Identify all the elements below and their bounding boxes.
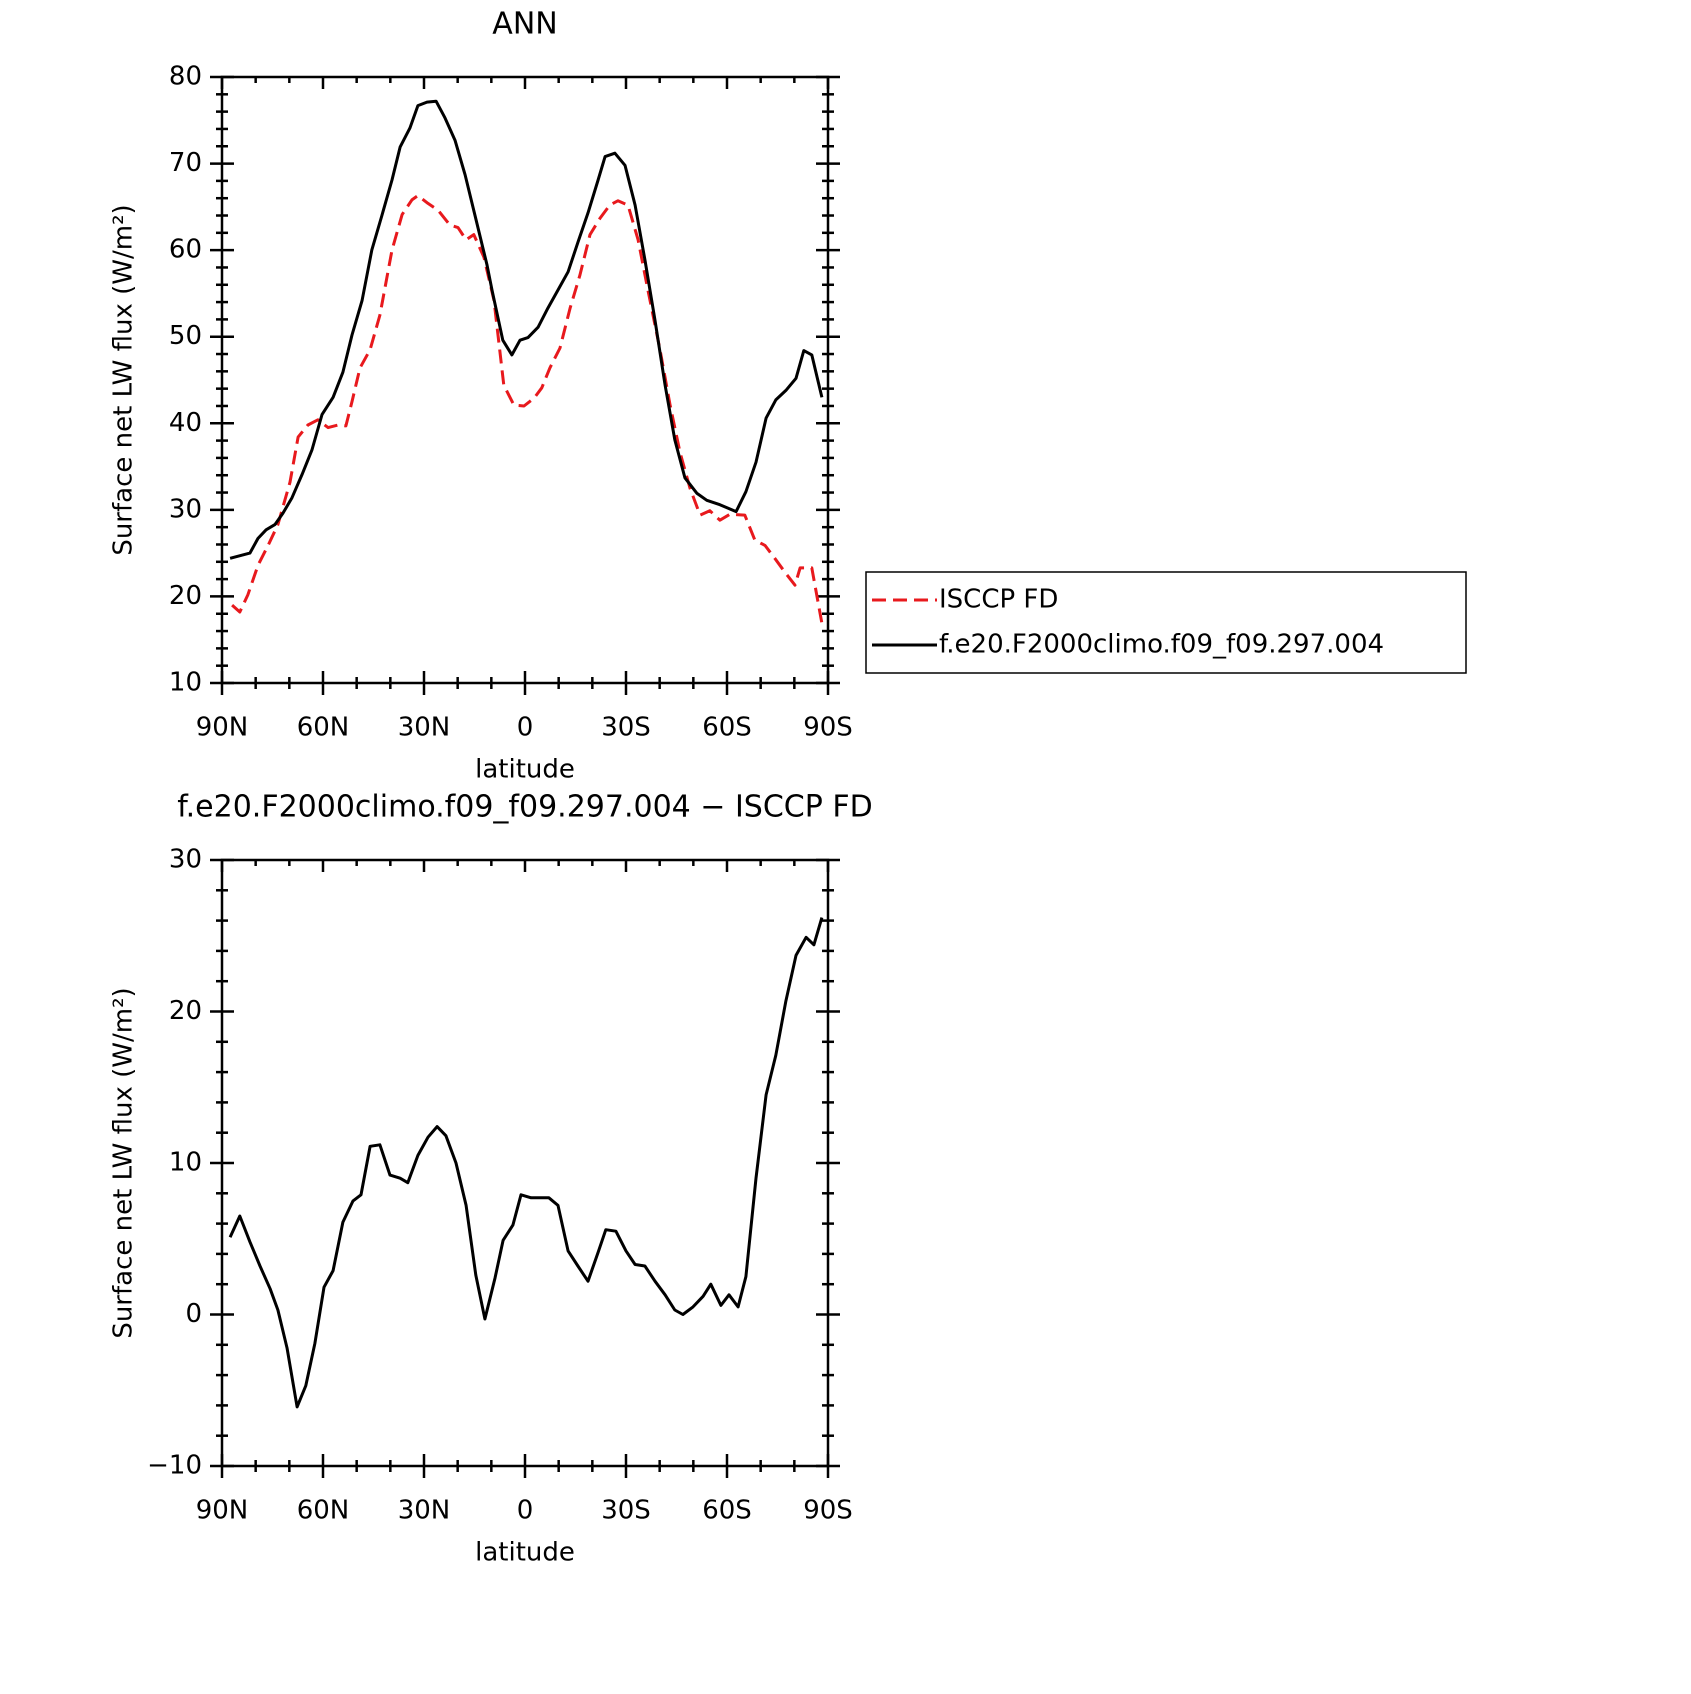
x-tick-label: 30N <box>398 1496 451 1526</box>
x-tick-label: 90S <box>803 713 853 743</box>
data-line <box>229 99 824 560</box>
y-tick-label: 0 <box>185 1299 202 1329</box>
y-tick-label: 30 <box>169 845 202 875</box>
y-tick-label: −10 <box>147 1451 202 1481</box>
x-tick-label: 90N <box>196 1496 249 1526</box>
x-tick-label: 0 <box>517 1496 534 1526</box>
x-tick-label: 30S <box>601 1496 651 1526</box>
y-tick-label: 20 <box>169 996 202 1026</box>
x-tick-label: 0 <box>517 713 534 743</box>
x-axis-label: latitude <box>475 755 575 785</box>
legend-box <box>865 571 1467 674</box>
y-tick-label: 10 <box>169 1148 202 1178</box>
x-tick-label: 90N <box>196 713 249 743</box>
y-tick-label: 40 <box>169 408 202 438</box>
legend-label: ISCCP FD <box>939 585 1058 615</box>
x-tick-label: 60N <box>297 713 350 743</box>
plot-frame <box>220 858 830 1468</box>
data-line <box>231 194 824 624</box>
data-line <box>228 917 824 1409</box>
y-axis-label: Surface net LW flux (W/m²) <box>109 204 139 555</box>
plot-frame <box>220 75 830 685</box>
x-tick-label: 60N <box>297 1496 350 1526</box>
x-tick-label: 90S <box>803 1496 853 1526</box>
x-tick-label: 60S <box>702 713 752 743</box>
x-axis-label: latitude <box>475 1538 575 1568</box>
y-tick-label: 30 <box>169 494 202 524</box>
y-tick-label: 80 <box>169 62 202 92</box>
x-tick-label: 30S <box>601 713 651 743</box>
y-tick-label: 50 <box>169 321 202 351</box>
legend-label: f.e20.F2000climo.f09_f09.297.004 <box>939 630 1384 660</box>
y-tick-label: 70 <box>169 148 202 178</box>
y-tick-label: 60 <box>169 235 202 265</box>
y-axis-label: Surface net LW flux (W/m²) <box>109 987 139 1338</box>
x-tick-label: 30N <box>398 713 451 743</box>
y-tick-label: 10 <box>169 668 202 698</box>
chart-title: ANN <box>492 7 557 42</box>
x-tick-label: 60S <box>702 1496 752 1526</box>
chart-title: f.e20.F2000climo.f09_f09.297.004 − ISCCP… <box>177 790 872 825</box>
y-tick-label: 20 <box>169 581 202 611</box>
